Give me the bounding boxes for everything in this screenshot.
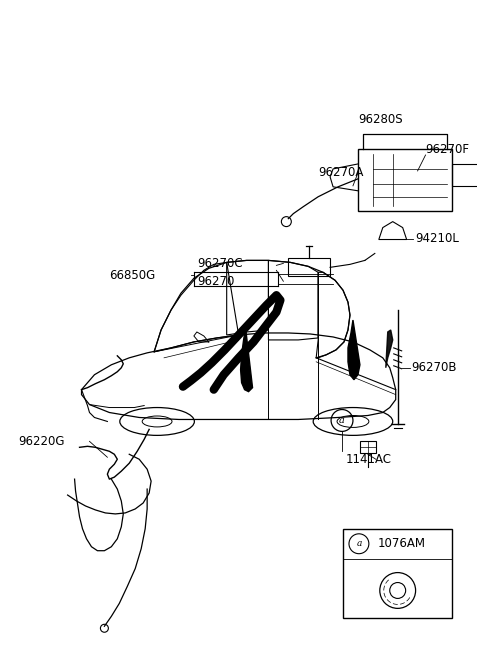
Text: 94210L: 94210L [416, 232, 459, 245]
Polygon shape [386, 330, 393, 368]
Text: 1076AM: 1076AM [378, 537, 426, 550]
Text: 66850G: 66850G [109, 269, 156, 282]
Text: 96270C: 96270C [197, 257, 242, 270]
Text: a: a [339, 416, 345, 425]
Bar [343, 529, 452, 619]
Text: 1141AC: 1141AC [346, 453, 392, 466]
Bar [360, 441, 376, 453]
Text: 96220G: 96220G [18, 435, 64, 448]
Text: 96280S: 96280S [358, 113, 403, 126]
Text: 96270F: 96270F [426, 142, 469, 155]
Polygon shape [348, 320, 360, 380]
Text: 96270A: 96270A [318, 167, 363, 179]
Text: 96270B: 96270B [412, 361, 457, 375]
Text: 96270: 96270 [197, 275, 234, 288]
Bar [358, 149, 452, 211]
Polygon shape [240, 328, 252, 392]
Bar [288, 258, 330, 276]
Text: a: a [356, 539, 361, 548]
Bar [452, 164, 480, 186]
